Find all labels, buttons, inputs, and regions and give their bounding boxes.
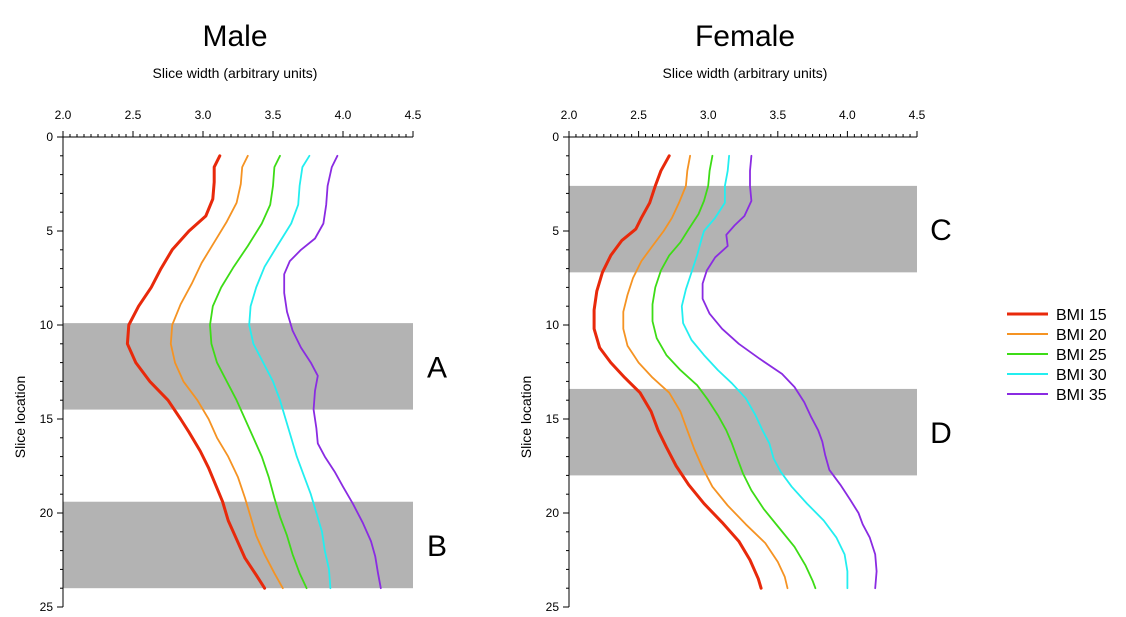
x-tick-label: 3.0 [195,108,212,122]
x-tick-label: 2.5 [630,108,647,122]
series-line-bmi-25 [651,154,817,590]
y-tick-label: 20 [546,506,560,520]
x-tick-label: 2.5 [125,108,142,122]
x-tick-label: 4.0 [335,108,352,122]
y-tick-label: 5 [46,224,53,238]
series-line-bmi-15 [592,154,763,590]
y-tick-label: 25 [546,600,560,614]
series-line-bmi-35 [701,154,878,590]
x-tick-label: 2.0 [55,108,72,122]
series-line-bmi-20 [169,154,284,590]
series-line-bmi-25 [209,154,308,590]
series-line-bmi-30 [680,154,849,590]
band-label-a: A [427,351,447,384]
legend-label-bmi-15: BMI 15 [1056,307,1107,324]
y-tick-label: 25 [40,600,54,614]
band-label-c: C [930,214,952,247]
legend-label-bmi-25: BMI 25 [1056,347,1107,364]
legend-label-bmi-30: BMI 30 [1056,367,1107,384]
x-tick-label: 4.0 [839,108,856,122]
band-a [63,323,413,410]
x-axis-label: Slice width (arbitrary units) [663,65,828,81]
legend-label-bmi-20: BMI 20 [1056,327,1107,344]
y-tick-label: 20 [40,506,54,520]
y-tick-label: 15 [546,412,560,426]
legend-label-bmi-35: BMI 35 [1056,387,1107,404]
female-chart-panel: Female Slice width (arbitrary units) Slice… [518,20,952,614]
band-label-d: D [930,417,952,450]
x-tick-label: 2.0 [561,108,578,122]
y-tick-label: 0 [46,130,53,144]
x-tick-label: 3.0 [700,108,717,122]
chart-title: Male [202,20,267,53]
series-line-bmi-15 [125,154,267,590]
series-line-bmi-20 [622,154,789,590]
band-label-b: B [427,530,447,563]
x-tick-label: 4.5 [405,108,422,122]
legend: BMI 15 BMI 20 BMI 25 BMI 30 BMI 35 [1007,307,1107,404]
x-tick-label: 3.5 [265,108,282,122]
male-chart-panel: Male Slice width (arbitrary units) Slice l… [12,20,447,614]
x-tick-label: 4.5 [909,108,926,122]
y-tick-label: 15 [40,412,54,426]
x-axis-label: Slice width (arbitrary units) [153,65,318,81]
y-axis-label: Slice location [518,376,534,459]
band-c [569,185,917,273]
x-tick-label: 3.5 [769,108,786,122]
y-axis-label: Slice location [12,376,28,459]
y-tick-label: 10 [40,318,54,332]
y-tick-label: 5 [552,224,559,238]
y-tick-label: 0 [552,130,559,144]
y-tick-label: 10 [546,318,560,332]
band-d [569,388,917,476]
chart-title: Female [695,20,795,53]
series-line-bmi-30 [248,154,332,590]
series-line-bmi-35 [283,154,382,590]
